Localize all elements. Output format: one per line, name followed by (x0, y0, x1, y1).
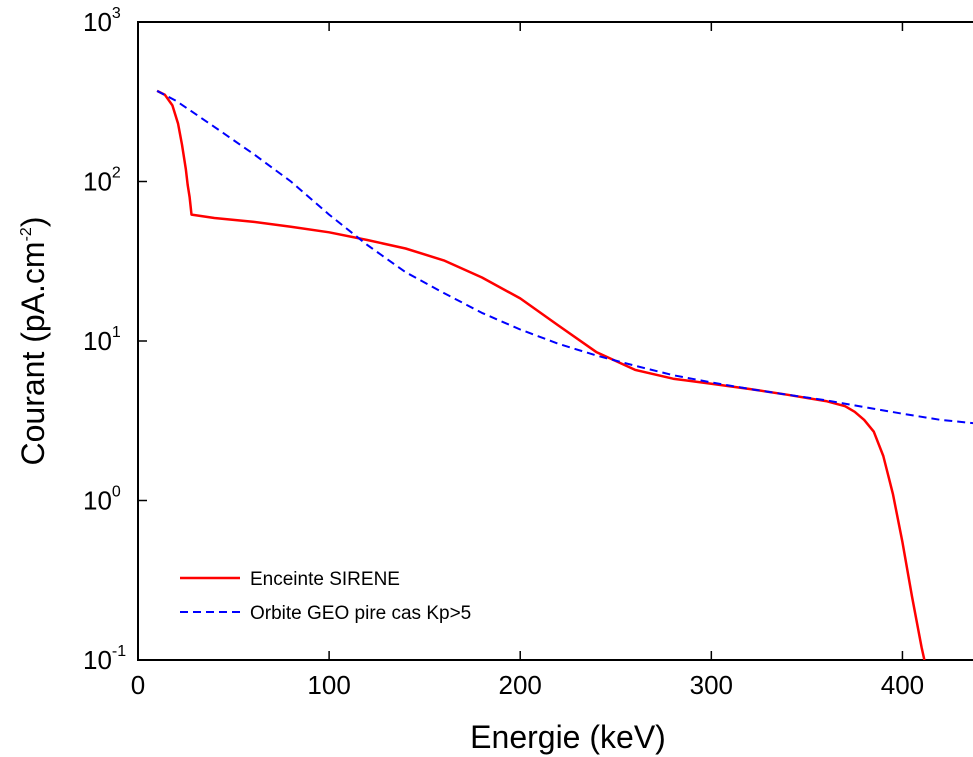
y-tick-label: 101 (83, 324, 121, 356)
x-axis-title: Energie (keV) (470, 719, 666, 755)
x-tick-label: 0 (131, 670, 145, 700)
y-tick-label: 10-1 (83, 643, 126, 675)
y-axis-title-main: Courant (pA.cm (15, 241, 51, 465)
x-tick-label: 200 (499, 670, 542, 700)
series-line-enceinte-sirene (156, 89, 926, 660)
series-line-orbite-geo (156, 90, 973, 425)
y-axis-title-suffix: ) (15, 217, 51, 228)
plot-frame (137, 21, 973, 661)
y-tick-label: 103 (83, 5, 121, 37)
legend-label-orbite-geo: Orbite GEO pire cas Kp>5 (250, 603, 471, 624)
y-axis-title-exponent: -2 (18, 227, 35, 241)
legend-label-enceinte-sirene: Enceinte SIRENE (250, 569, 400, 590)
y-tick-label: 102 (83, 165, 121, 197)
legend: Enceinte SIRENE Orbite GEO pire cas Kp>5 (180, 569, 471, 624)
x-tick-label: 400 (881, 670, 924, 700)
series-layer (156, 89, 973, 660)
y-tick-label: 100 (83, 484, 121, 516)
ticks-layer: 0 100 200 300 400 103 102 101 100 10-1 (83, 5, 924, 700)
x-tick-label: 300 (690, 670, 733, 700)
x-tick-label: 100 (307, 670, 350, 700)
y-axis-title: Courant (pA.cm-2) (15, 217, 51, 466)
